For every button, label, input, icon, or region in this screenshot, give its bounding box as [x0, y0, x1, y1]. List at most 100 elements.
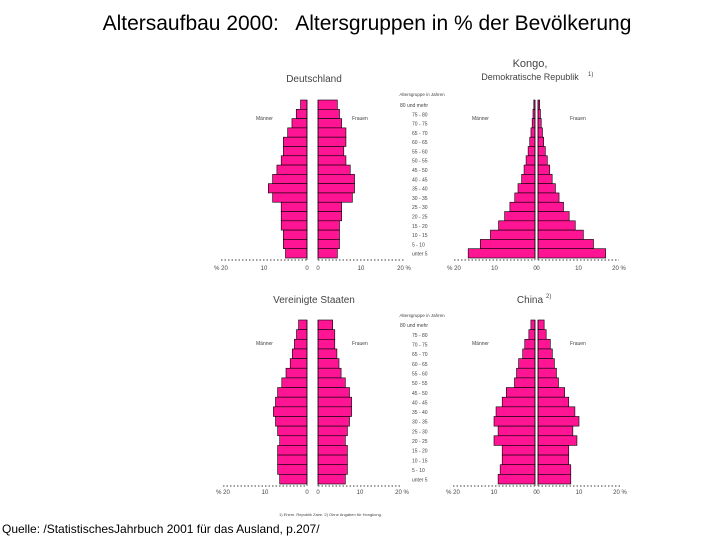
bar-female — [537, 338, 551, 350]
x-tick-female: 0 — [536, 266, 540, 272]
chart-subtitle: Demokratische Republik — [481, 72, 579, 82]
bar-male — [524, 338, 536, 350]
bar-female — [537, 220, 576, 231]
bar-male — [497, 474, 536, 485]
bar-male — [280, 201, 308, 212]
bar-male — [277, 387, 308, 398]
age-label: 35 - 40 — [412, 187, 428, 193]
bar-male — [497, 425, 536, 437]
age-label: 75 - 80 — [412, 112, 428, 118]
bar-female — [537, 108, 541, 119]
age-label: 80 und mehr — [400, 103, 428, 109]
female-label: Frauen — [570, 341, 586, 347]
chart-title: China — [517, 295, 544, 306]
bar-female — [317, 406, 352, 417]
age-label: 45 - 50 — [412, 168, 428, 174]
age-group-header: Altersgruppe in Jahren — [399, 313, 445, 318]
bar-male — [495, 406, 536, 417]
x-tick-male: 10 — [491, 266, 498, 272]
bar-female — [537, 164, 551, 175]
age-label: 5 - 10 — [412, 468, 425, 474]
bar-male — [272, 174, 308, 184]
bar-female — [317, 358, 340, 369]
bar-male — [517, 183, 536, 194]
age-label: 80 und mehr — [400, 323, 428, 329]
bar-female — [537, 416, 580, 427]
bar-female — [317, 146, 345, 157]
bar-male — [275, 416, 308, 427]
age-label: 40 - 45 — [412, 177, 428, 183]
bar-male — [529, 136, 536, 147]
age-label: 70 - 75 — [412, 343, 428, 349]
bar-male — [287, 127, 308, 138]
bar-female — [317, 348, 338, 359]
age-label: 5 - 10 — [412, 242, 425, 248]
bar-female — [317, 387, 350, 398]
x-tick-male: 0 — [533, 266, 537, 272]
bar-female — [317, 367, 342, 379]
bar-female — [537, 118, 542, 129]
bar-female — [537, 464, 572, 475]
bar-female — [537, 136, 544, 147]
x-tick-male: 0 — [305, 490, 309, 496]
bar-male — [499, 464, 536, 475]
chart-title: Vereinigte Staaten — [273, 295, 355, 306]
bar-male — [490, 229, 536, 240]
age-label: 70 - 75 — [412, 122, 428, 128]
bar-male — [277, 464, 308, 475]
bar-female — [317, 211, 342, 222]
bar-male — [279, 435, 308, 446]
bar-female — [317, 220, 340, 231]
bar-male — [283, 136, 308, 147]
x-tick-male: 10 — [491, 490, 498, 496]
bar-female — [317, 183, 355, 194]
bar-female — [537, 445, 570, 456]
chart-title-note: 2) — [546, 294, 551, 300]
bar-male — [267, 183, 308, 194]
bar-female — [317, 445, 348, 456]
bar-male — [518, 358, 536, 369]
age-label: 50 - 55 — [412, 381, 428, 387]
age-label: 60 - 65 — [412, 140, 428, 146]
bar-female — [317, 338, 336, 350]
x-tick-female: 20 % — [612, 266, 626, 272]
bar-female — [537, 192, 560, 203]
bar-male — [521, 174, 536, 184]
bar-female — [317, 155, 347, 166]
bar-male — [272, 192, 308, 203]
age-label: 55 - 60 — [412, 149, 428, 155]
age-label: 15 - 20 — [412, 449, 428, 455]
bar-male — [509, 201, 536, 212]
x-tick-male: % 20 — [446, 490, 460, 496]
bar-female — [317, 435, 346, 446]
male-label: Männer — [256, 341, 273, 347]
chart-title: Deutschland — [286, 74, 342, 85]
x-tick-female: 20 % — [397, 266, 411, 272]
bar-male — [525, 155, 536, 166]
bar-male — [283, 239, 308, 250]
bar-male — [294, 338, 308, 350]
bar-female — [537, 155, 548, 166]
source-note: Quelle: /StatistischesJahrbuch 2001 für … — [2, 522, 320, 536]
x-tick-female: 10 — [357, 490, 364, 496]
bar-female — [317, 118, 342, 129]
x-tick-male: 10 — [261, 266, 268, 272]
bar-male — [300, 99, 308, 110]
age-label: 10 - 15 — [412, 458, 428, 464]
bar-male — [283, 146, 308, 157]
bar-male — [280, 220, 308, 231]
age-label: 20 - 25 — [412, 215, 428, 221]
bar-male — [501, 445, 536, 456]
male-label: Männer — [256, 116, 273, 122]
age-label: 10 - 15 — [412, 233, 428, 239]
bar-female — [537, 358, 555, 369]
pyramid-chart-3: Vereinigte Staaten Altersgruppe in Jahren… — [216, 295, 445, 496]
bar-female — [537, 387, 565, 398]
bar-male — [523, 164, 536, 175]
chart-title-note: 1) — [588, 72, 593, 78]
bar-male — [291, 348, 308, 359]
bar-female — [537, 239, 594, 250]
bar-female — [317, 164, 351, 175]
